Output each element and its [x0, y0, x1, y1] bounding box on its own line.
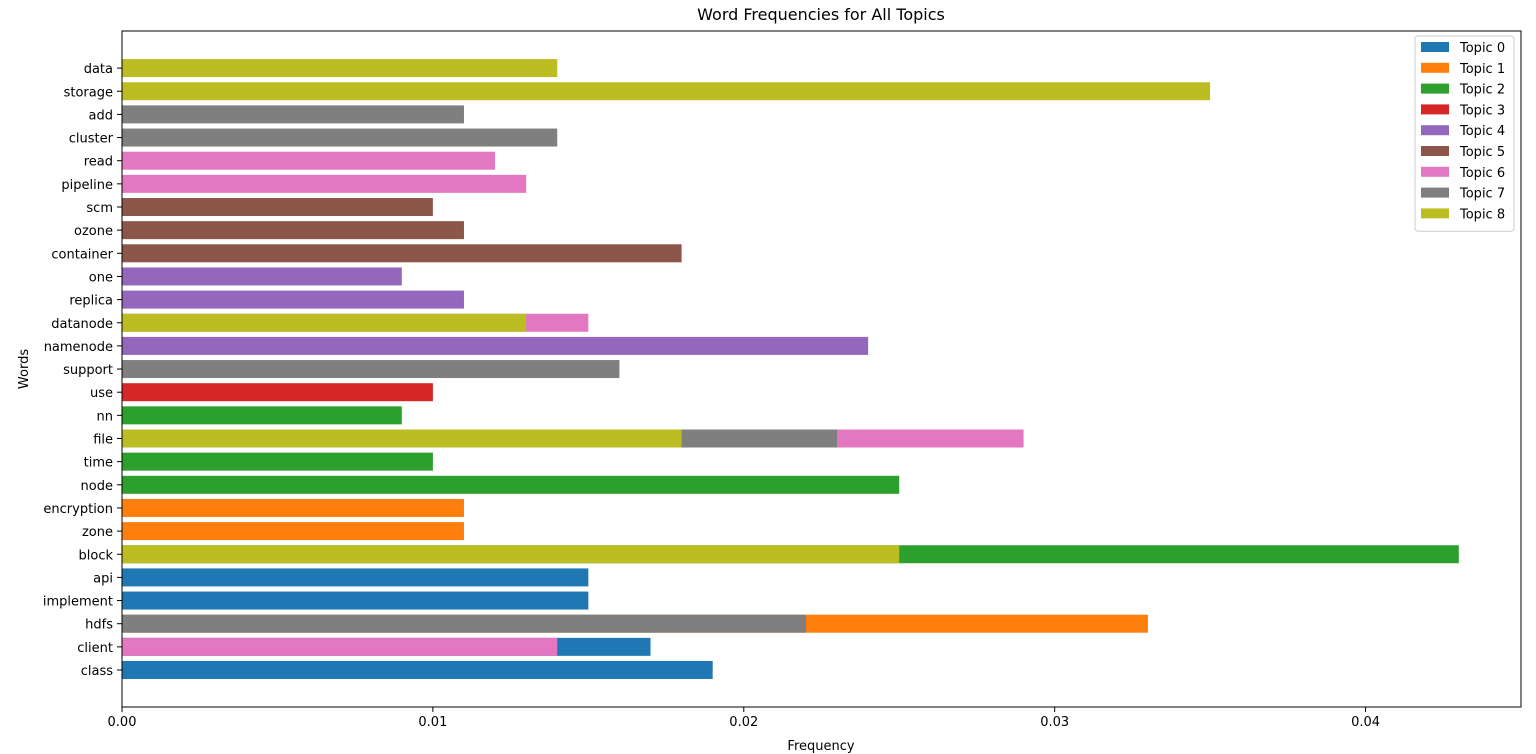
bar-topic-5-scm — [122, 198, 433, 216]
x-tick-label: 0.00 — [108, 715, 137, 730]
y-tick-label-zone: zone — [82, 525, 113, 540]
y-axis-label: Words — [17, 349, 32, 389]
bar-topic-6-pipeline — [122, 174, 527, 193]
x-tick-label: 0.03 — [1040, 715, 1069, 730]
y-tick-label-storage: storage — [64, 85, 113, 100]
y-tick-label-time: time — [84, 456, 113, 471]
legend-swatch-topic-2 — [1421, 83, 1449, 94]
y-tick-label-namenode: namenode — [44, 340, 113, 355]
y-tick-label-hdfs: hdfs — [85, 618, 113, 633]
bar-topic-8-block — [122, 545, 900, 564]
y-tick-label-class: class — [81, 664, 113, 679]
bar-topic-8-storage — [122, 82, 1211, 101]
bar-topic-0-implement — [122, 591, 589, 610]
bar-topic-4-namenode — [122, 336, 869, 355]
legend-swatch-topic-7 — [1421, 187, 1449, 198]
bar-topic-8-data — [122, 59, 558, 78]
legend-swatch-topic-5 — [1421, 146, 1449, 156]
bar-topic-8-file — [122, 429, 682, 448]
bar-topic-2-nn — [122, 406, 402, 425]
bars-layer — [122, 59, 1459, 679]
bar-topic-7-add — [122, 105, 464, 124]
legend-label-topic-8: Topic 8 — [1459, 207, 1505, 222]
y-tick-label-replica: replica — [69, 294, 113, 309]
y-tick-label-cluster: cluster — [69, 132, 114, 147]
y-tick-label-client: client — [77, 641, 113, 656]
y-tick-label-file: file — [93, 433, 113, 448]
y-tick-label-support: support — [63, 363, 113, 378]
legend-label-topic-0: Topic 0 — [1459, 41, 1505, 56]
y-tick-label-node: node — [81, 479, 113, 494]
legend-label-topic-3: Topic 3 — [1459, 103, 1505, 118]
y-tick-label-data: data — [84, 62, 113, 77]
bar-topic-5-ozone — [122, 221, 464, 240]
y-tick-label-pipeline: pipeline — [61, 178, 113, 193]
legend-swatch-topic-3 — [1421, 104, 1449, 115]
legend-swatch-topic-0 — [1421, 42, 1449, 52]
x-axis-label: Frequency — [787, 739, 854, 754]
y-tick-label-use: use — [90, 386, 113, 401]
bar-topic-5-container — [122, 244, 682, 263]
legend-swatch-topic-4 — [1421, 125, 1449, 136]
bar-topic-2-node — [122, 475, 900, 494]
legend-swatch-topic-8 — [1421, 208, 1449, 219]
bar-topic-6-client — [122, 637, 558, 656]
bar-topic-7-support — [122, 360, 620, 379]
y-tick-label-encryption: encryption — [43, 502, 113, 517]
bar-topic-8-datanode — [122, 313, 527, 332]
bar-topic-0-class — [122, 661, 713, 679]
legend-label-topic-6: Topic 6 — [1459, 166, 1505, 181]
y-axis-ticks: class client hdfs implement api block zone encr… — [43, 62, 122, 679]
x-tick-label: 0.01 — [418, 715, 447, 730]
legend-label-topic-2: Topic 2 — [1459, 83, 1505, 98]
legend-label-topic-5: Topic 5 — [1459, 145, 1505, 160]
legend-swatch-topic-1 — [1421, 62, 1449, 73]
x-axis-ticks: 0.00 0.01 0.02 0.03 0.04 — [108, 707, 1380, 730]
y-tick-label-read: read — [84, 155, 113, 170]
x-tick-label: 0.02 — [729, 715, 758, 730]
y-tick-label-add: add — [89, 108, 113, 123]
bar-topic-6-read — [122, 151, 496, 170]
y-tick-label-ozone: ozone — [74, 224, 113, 239]
legend-label-topic-4: Topic 4 — [1459, 124, 1505, 139]
bar-topic-7-hdfs — [122, 614, 806, 633]
y-tick-label-container: container — [51, 247, 113, 262]
chart-title: Word Frequencies for All Topics — [697, 5, 945, 24]
bar-topic-2-time — [122, 452, 433, 471]
bar-topic-4-replica — [122, 290, 464, 309]
bar-topic-0-api — [122, 568, 589, 587]
x-tick-label: 0.04 — [1351, 715, 1380, 730]
legend-swatch-topic-6 — [1421, 166, 1449, 177]
y-tick-label-scm: scm — [86, 201, 113, 216]
y-tick-label-block: block — [79, 548, 114, 563]
bar-topic-7-cluster — [122, 128, 558, 147]
bar-topic-1-encryption — [122, 498, 464, 517]
bar-topic-1-zone — [122, 522, 464, 541]
legend-label-topic-7: Topic 7 — [1459, 187, 1505, 202]
legend-label-topic-1: Topic 1 — [1459, 62, 1505, 77]
y-tick-label-api: api — [93, 571, 113, 586]
y-tick-label-implement: implement — [43, 595, 113, 610]
y-tick-label-one: one — [89, 270, 113, 285]
bar-topic-4-one — [122, 267, 402, 286]
legend: Topic 0 Topic 1 Topic 2 Topic 3 Topic 4 Topic… — [1414, 35, 1515, 232]
bar-topic-3-use — [122, 383, 433, 402]
y-tick-label-datanode: datanode — [51, 317, 113, 332]
y-tick-label-nn: nn — [97, 409, 113, 424]
